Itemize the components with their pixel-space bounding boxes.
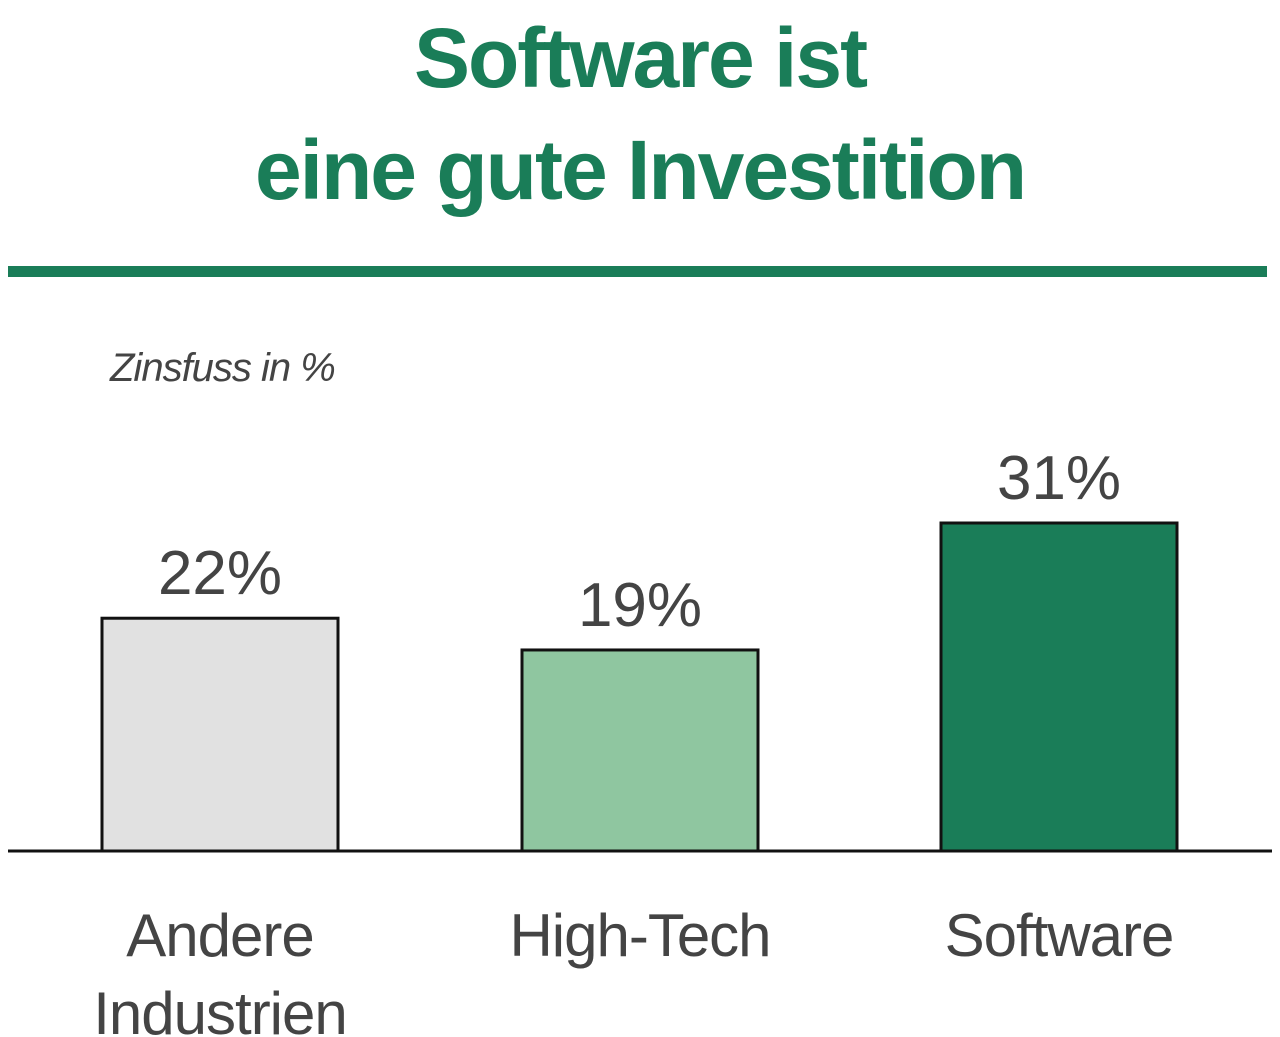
category-label-1-0: High-Tech: [509, 902, 770, 969]
chart-title-line-1: Software ist: [413, 11, 868, 105]
chart-title-line-2: eine gute Investition: [254, 123, 1027, 217]
value-label-1: 19%: [578, 571, 702, 640]
category-label-2-0: Software: [945, 902, 1174, 969]
bar-1: [520, 648, 760, 853]
title-divider: [8, 266, 1267, 277]
category-label-0-0: Andere: [126, 902, 313, 969]
chart-title: Software ist eine gute Investition: [0, 2, 1280, 226]
labels-layer: 22% Andere Industrien 19% High-Tech 31% Softwa…: [93, 444, 1174, 1037]
value-label-2: 31%: [997, 444, 1121, 513]
bars-layer: [100, 521, 1179, 853]
bar-2: [939, 521, 1179, 853]
y-axis-label: Zinsfuss in %: [110, 346, 336, 390]
category-label-0-1: Industrien: [93, 980, 347, 1037]
value-label-0: 22%: [158, 539, 282, 608]
bar-0: [100, 616, 340, 853]
